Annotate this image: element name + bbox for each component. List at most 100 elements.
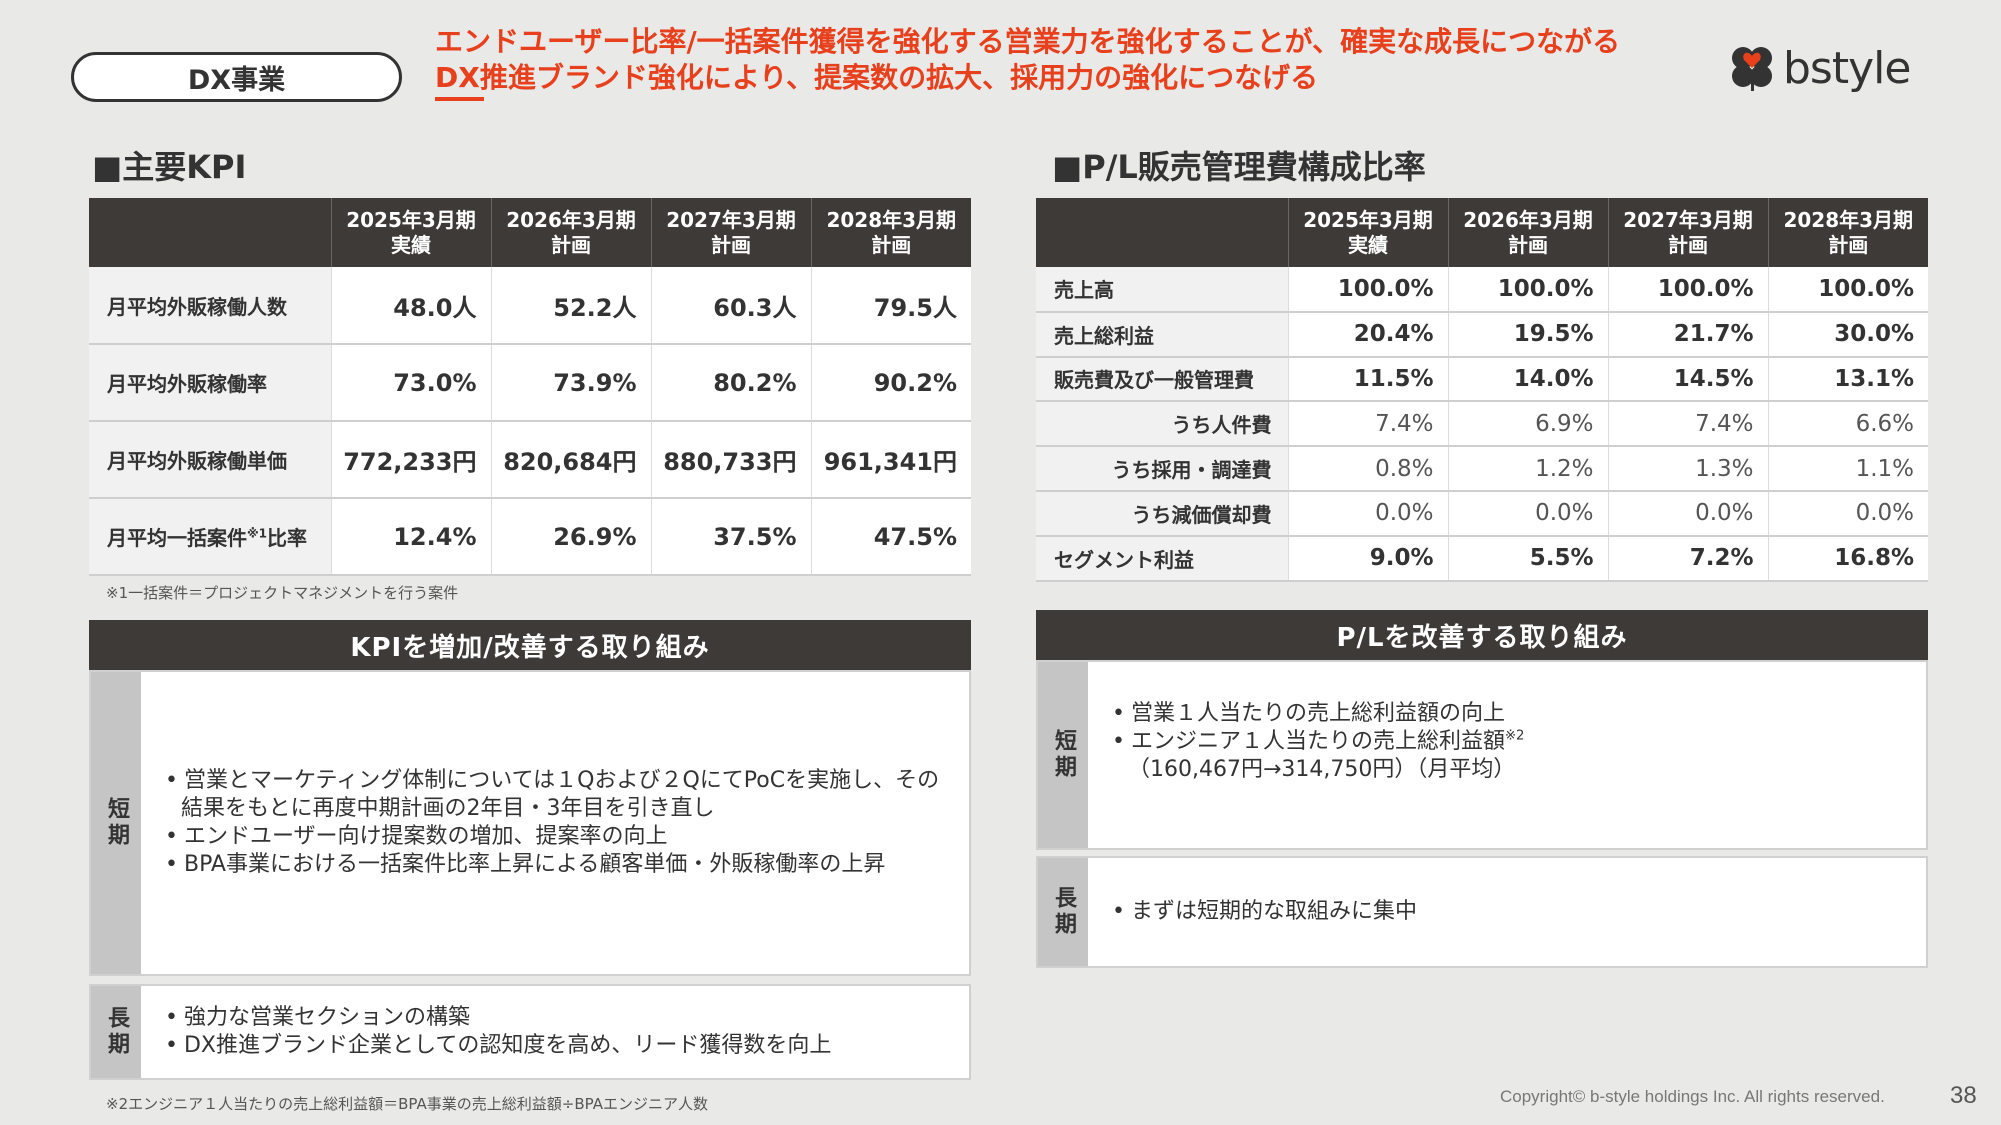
col-type: 計画 [871,232,912,257]
list-item: DX推進ブランド企業としての認知度を高め、リード獲得数を向上 [165,1032,831,1060]
pl-row: うち減価償却費 0.0% 0.0% 0.0% 0.0% [1036,490,1928,537]
pl-row-label: うち採用・調達費 [1036,446,1288,492]
pl-row-label: セグメント利益 [1036,535,1288,582]
pl-cell: 7.4% [1607,401,1768,448]
kpi-header-row: 2025年3月期 実績 2026年3月期 計画 2027年3月期 計画 2028年3月… [89,198,971,267]
kpi-cell: 52.2人 [490,267,651,345]
pl-cell: 100.0% [1287,267,1448,313]
kpi-cell: 80.2% [650,344,811,422]
pl-cell: 30.0% [1767,311,1928,358]
pl-cell: 0.0% [1767,490,1928,537]
kpi-row-label: 月平均外販稼働人数 [89,267,331,345]
kpi-header-blank [89,198,332,267]
kpi-row: 月平均外販稼働人数 48.0人 52.2人 60.3人 79.5人 [89,267,971,345]
kpi-long-term-box: 長期 強力な営業セクションの構築 DX推進ブランド企業としての認知度を高め、リー… [89,984,971,1080]
kpi-cell: 772,233円 [330,421,491,499]
kpi-footnote: ※1一括案件＝プロジェクトマネジメントを行う案件 [106,584,459,602]
pl-cell: 11.5% [1287,356,1448,403]
kpi-long-term-body: 強力な営業セクションの構築 DX推進ブランド企業としての認知度を高め、リード獲得… [141,986,969,1078]
kpi-cell: 79.5人 [810,267,971,345]
list-item: 強力な営業セクションの構築 [165,1004,831,1032]
list-item: BPA事業における一括案件比率上昇による顧客単価・外販稼働率の上昇 [165,851,953,879]
pl-col-header: 2028年3月期 計画 [1768,198,1928,267]
footnote-marker: ※1 [247,526,268,541]
long-term-label: 長期 [1038,858,1088,966]
kpi-row: 月平均外販稼働単価 772,233円 820,684円 880,733円 961… [89,421,971,499]
pl-row: 売上総利益 20.4% 19.5% 21.7% 30.0% [1036,311,1928,358]
kpi-col-header: 2025年3月期 実績 [331,198,492,267]
logo-text: bstyle [1783,42,1911,94]
footnote-marker: ※2 [1505,728,1525,744]
kpi-cell: 880,733円 [650,421,811,499]
pl-cell: 1.3% [1607,446,1768,492]
pl-header-blank [1036,198,1289,267]
list-item-text-cont: （160,467円→314,750円）（月平均） [1128,757,1516,782]
pl-cell: 9.0% [1287,535,1448,582]
kpi-col-header: 2028年3月期 計画 [811,198,971,267]
kpi-long-term-list: 強力な営業セクションの構築 DX推進ブランド企業としての認知度を高め、リード獲得… [165,1004,831,1060]
pl-table: 2025年3月期 実績 2026年3月期 計画 2027年3月期 計画 2028年3月… [1036,198,1928,582]
col-type: 計画 [1828,232,1869,257]
pl-row: うち採用・調達費 0.8% 1.2% 1.3% 1.1% [1036,446,1928,492]
kpi-label-suffix: 比率 [267,526,308,550]
col-type: 計画 [551,232,591,257]
pl-row-label: 売上高 [1036,267,1288,313]
kpi-col-header: 2027年3月期 計画 [651,198,812,267]
pl-long-term-box: 長期 まずは短期的な取組みに集中 [1036,856,1928,968]
pl-cell: 1.1% [1767,446,1928,492]
kpi-cell: 37.5% [650,498,811,576]
pl-initiatives-banner: P/Lを改善する取り組み [1036,610,1928,660]
pl-cell: 0.0% [1447,490,1608,537]
headline-line-1: エンドユーザー比率/一括案件獲得を強化する営業力を強化することが、確実な成長につ… [435,25,1621,58]
kpi-col-header: 2026年3月期 計画 [491,198,652,267]
kpi-row: 月平均外販稼働率 73.0% 73.9% 80.2% 90.2% [89,344,971,422]
kpi-short-term-body: 営業とマーケティング体制については１Qおよび２QにてPoCを実施し、その結果をも… [141,672,969,974]
col-type: 計画 [1668,232,1708,257]
short-term-label: 短期 [91,672,141,974]
col-year: 2026年3月期 [1463,207,1593,232]
col-year: 2025年3月期 [346,207,476,232]
pl-cell: 16.8% [1767,535,1928,582]
kpi-table: 2025年3月期 実績 2026年3月期 計画 2027年3月期 計画 2028年3月… [89,198,971,576]
pl-cell: 100.0% [1447,267,1608,313]
kpi-cell: 60.3人 [650,267,811,345]
pl-cell: 13.1% [1767,356,1928,403]
col-type: 実績 [391,232,431,257]
kpi-cell: 820,684円 [490,421,651,499]
pl-row-label: 売上総利益 [1036,311,1288,358]
pl-cell: 5.5% [1447,535,1608,582]
pl-cell: 14.0% [1447,356,1608,403]
page-number: 38 [1950,1082,1977,1109]
headline: エンドユーザー比率/一括案件獲得を強化する営業力を強化することが、確実な成長につ… [435,24,1705,96]
pl-short-term-body: 営業１人当たりの売上総利益額の向上 エンジニア１人当たりの売上総利益額※2 （16… [1088,662,1926,848]
pl-row: うち人件費 7.4% 6.9% 7.4% 6.6% [1036,401,1928,448]
pl-cell: 21.7% [1607,311,1768,358]
pl-row: 販売費及び一般管理費 11.5% 14.0% 14.5% 13.1% [1036,356,1928,403]
list-item: 営業１人当たりの売上総利益額の向上 [1112,700,1910,728]
pl-col-header: 2026年3月期 計画 [1448,198,1609,267]
segment-label: DX事業 [71,52,402,102]
kpi-row-label: 月平均外販稼働単価 [89,421,331,499]
pl-cell: 1.2% [1447,446,1608,492]
short-term-label: 短期 [1038,662,1088,848]
pl-cell: 19.5% [1447,311,1608,358]
pl-row-label: うち減価償却費 [1036,490,1288,537]
headline-underline [435,97,484,101]
col-year: 2026年3月期 [506,207,636,232]
kpi-section-title: ■主要KPI [92,148,247,186]
list-item: エンジニア１人当たりの売上総利益額※2 （160,467円→314,750円）（月… [1112,728,1910,784]
pl-row: 売上高 100.0% 100.0% 100.0% 100.0% [1036,267,1928,313]
col-year: 2027年3月期 [666,207,796,232]
pl-long-term-body: まずは短期的な取組みに集中 [1088,858,1926,966]
kpi-initiatives-footnote: ※2エンジニア１人当たりの売上総利益額＝BPA事業の売上総利益額÷BPAエンジニ… [106,1095,708,1113]
col-year: 2028年3月期 [826,207,957,232]
kpi-row-label: 月平均一括案件※1比率 [89,498,331,576]
pl-long-term-list: まずは短期的な取組みに集中 [1112,898,1417,926]
pl-cell: 0.0% [1607,490,1768,537]
pl-cell: 7.2% [1607,535,1768,582]
kpi-short-term-list: 営業とマーケティング体制については１Qおよび２QにてPoCを実施し、その結果をも… [165,767,953,879]
col-year: 2025年3月期 [1303,207,1433,232]
kpi-cell: 73.0% [330,344,491,422]
kpi-cell: 47.5% [810,498,971,576]
pl-cell: 0.0% [1287,490,1448,537]
